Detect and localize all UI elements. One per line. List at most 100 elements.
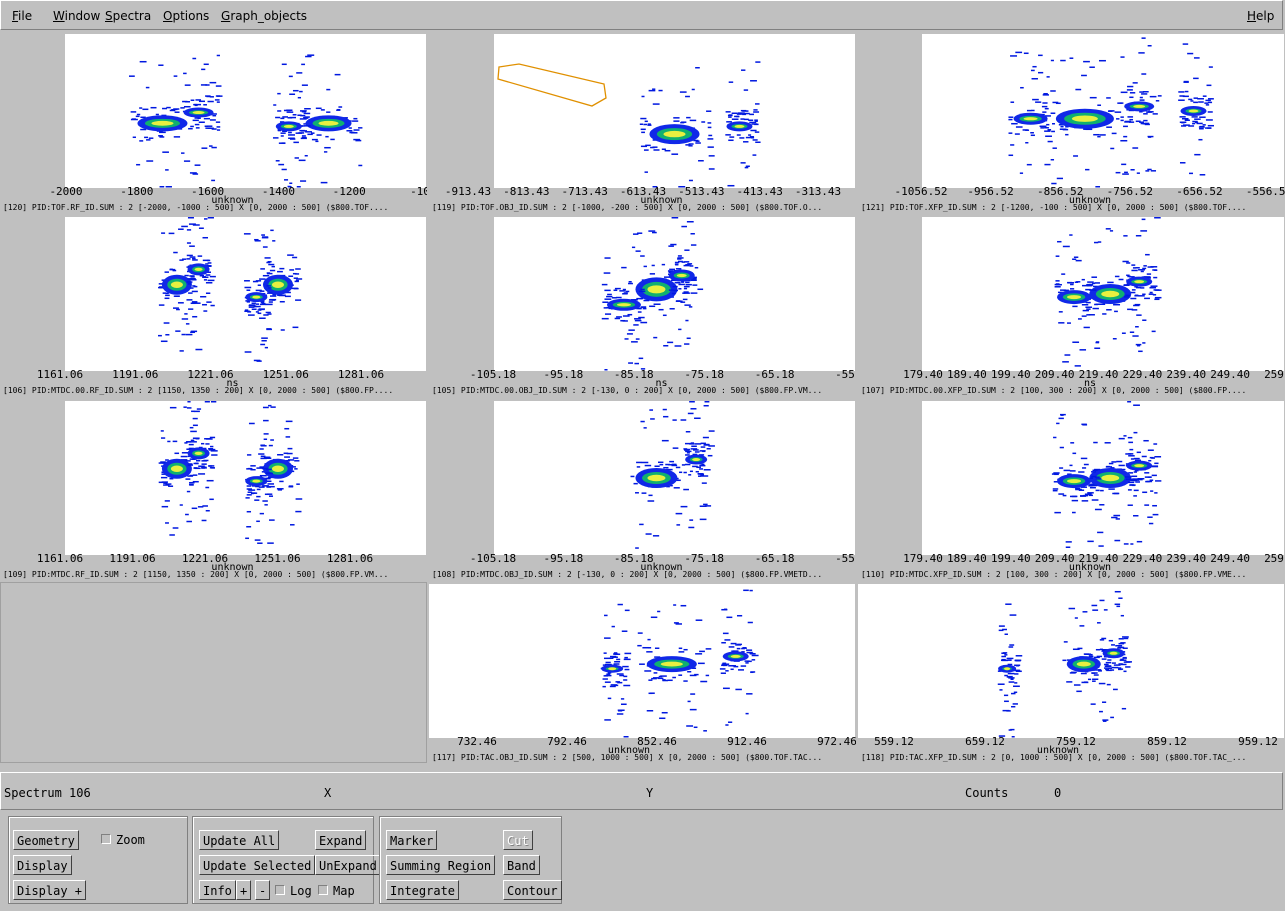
count-cell bbox=[644, 171, 648, 173]
count-cell bbox=[998, 625, 1005, 627]
count-cell bbox=[654, 647, 660, 649]
count-cell bbox=[607, 293, 612, 296]
count-cell bbox=[159, 186, 165, 188]
spectrum-pane[interactable]: 1161.06 1191.06 1221.06 1251.06 1281.06 ns [10… bbox=[0, 215, 427, 396]
minus-button[interactable]: - bbox=[255, 880, 271, 900]
count-cell bbox=[1182, 124, 1190, 126]
update-all-button[interactable]: Update All bbox=[199, 830, 280, 850]
spectrum-pane[interactable]: -2000 -1800 -1600 -1400 -1200 -10 unknown [120]… bbox=[0, 32, 427, 213]
spectrum-pane[interactable]: 732.46 792.46 852.46 912.46 972.46 unknown [11… bbox=[429, 582, 856, 763]
count-cell bbox=[267, 292, 273, 294]
count-cell bbox=[1087, 492, 1094, 494]
info-button[interactable]: Info bbox=[199, 880, 236, 900]
cut-button[interactable]: Cut bbox=[503, 830, 533, 850]
count-cell bbox=[1087, 540, 1094, 543]
count-cell bbox=[185, 513, 189, 516]
spectrum-pane[interactable]: 179.40 189.40 199.40 209.40 219.40 229.40 239.… bbox=[858, 399, 1285, 580]
menu-file[interactable]: File bbox=[12, 9, 33, 23]
spectrum-pane[interactable]: -105.18 -95.18 -85.18 -75.18 -65.18 -55 ns [105… bbox=[429, 215, 856, 396]
spectrum-pane[interactable]: -1056.52 -956.52 -856.52 -756.52 -656.52 -556… bbox=[858, 32, 1285, 213]
count-cell bbox=[605, 661, 611, 664]
spectrum-pane[interactable]: -105.18 -95.18 -85.18 -75.18 -65.18 -55 unknow… bbox=[429, 399, 856, 580]
empty-pane[interactable] bbox=[0, 582, 427, 763]
count-cell bbox=[346, 130, 353, 132]
count-cell bbox=[201, 68, 206, 71]
count-cell bbox=[621, 630, 628, 632]
menu-help[interactable]: Help bbox=[1247, 9, 1275, 23]
count-cell bbox=[163, 484, 170, 486]
count-cell bbox=[311, 132, 315, 134]
log-checkbox[interactable]: Log bbox=[275, 884, 312, 898]
unexpand-button[interactable]: UnExpand bbox=[315, 855, 381, 875]
count-cell bbox=[163, 322, 170, 324]
spectrum-pane[interactable]: -913.43 -813.43 -713.43 -613.43 -513.43 -413.… bbox=[429, 32, 856, 213]
count-cell bbox=[262, 485, 269, 487]
count-cell bbox=[188, 308, 194, 310]
count-cell bbox=[736, 113, 742, 115]
contour-button[interactable]: Contour bbox=[503, 880, 562, 900]
count-cell bbox=[662, 408, 667, 411]
count-cell bbox=[303, 112, 311, 115]
menu-spectra[interactable]: Spectra bbox=[105, 9, 152, 23]
update-selected-button[interactable]: Update Selected bbox=[199, 855, 316, 875]
count-cell bbox=[304, 107, 311, 110]
spectrum-pane[interactable]: 1161.06 1191.06 1221.06 1251.06 1281.06 unkno… bbox=[0, 399, 427, 580]
count-cell bbox=[1095, 341, 1100, 343]
count-cell bbox=[285, 420, 293, 423]
count-cell bbox=[1189, 172, 1194, 175]
display-button[interactable]: Display bbox=[13, 855, 72, 875]
count-cell bbox=[162, 292, 167, 294]
integrate-button[interactable]: Integrate bbox=[386, 880, 460, 900]
count-cell bbox=[255, 289, 262, 292]
count-cell bbox=[1091, 276, 1098, 278]
count-cell bbox=[725, 670, 729, 672]
count-cell bbox=[1081, 681, 1089, 684]
count-cell bbox=[668, 245, 674, 247]
spectrum-pane[interactable]: 559.12 659.12 759.12 859.12 959.12 unknown [11… bbox=[858, 582, 1285, 763]
spectrum-pane[interactable]: 179.40 189.40 199.40 209.40 219.40 229.40 239.… bbox=[858, 215, 1285, 396]
count-cell bbox=[256, 467, 263, 469]
count-cell bbox=[692, 284, 698, 286]
menu-options[interactable]: Options bbox=[163, 9, 210, 23]
display-plus-button[interactable]: Display + bbox=[13, 880, 87, 900]
count-cell bbox=[1065, 546, 1071, 548]
count-cell bbox=[637, 644, 642, 647]
band-button[interactable]: Band bbox=[503, 855, 540, 875]
count-cell bbox=[1207, 127, 1212, 129]
count-cell bbox=[740, 162, 746, 164]
count-cell bbox=[681, 225, 687, 228]
count-cell bbox=[1093, 133, 1100, 136]
summing-region-button[interactable]: Summing Region bbox=[386, 855, 496, 875]
map-checkbox[interactable]: Map bbox=[318, 884, 355, 898]
count-cell bbox=[1127, 85, 1134, 88]
plus-button[interactable]: + bbox=[236, 880, 252, 900]
count-cell bbox=[678, 283, 685, 286]
count-cell bbox=[1065, 133, 1069, 136]
count-cell bbox=[1084, 493, 1092, 495]
count-cell bbox=[1077, 318, 1082, 320]
count-cell bbox=[1204, 102, 1209, 104]
geometry-button[interactable]: Geometry bbox=[13, 830, 79, 850]
marker-button[interactable]: Marker bbox=[386, 830, 438, 850]
count-cell bbox=[749, 113, 755, 116]
count-cell bbox=[353, 117, 358, 120]
count-cell bbox=[1088, 653, 1093, 656]
count-cell bbox=[621, 266, 627, 269]
count-cell bbox=[604, 289, 611, 292]
zoom-checkbox[interactable]: Zoom bbox=[101, 833, 145, 847]
count-cell bbox=[1123, 135, 1128, 138]
menu-window[interactable]: Window bbox=[53, 9, 101, 23]
count-cell bbox=[282, 130, 288, 133]
count-cell bbox=[1135, 481, 1141, 483]
count-cell bbox=[187, 217, 194, 219]
count-cell bbox=[1072, 258, 1077, 260]
count-cell bbox=[255, 280, 262, 282]
menu-graph-objects[interactable]: Graph_objects bbox=[221, 9, 308, 23]
count-cell bbox=[1135, 326, 1139, 328]
count-cell bbox=[704, 505, 712, 507]
count-cell bbox=[192, 119, 199, 122]
count-cell bbox=[296, 186, 301, 188]
count-cell bbox=[197, 506, 204, 508]
count-cell bbox=[259, 303, 267, 306]
expand-button[interactable]: Expand bbox=[315, 830, 367, 850]
